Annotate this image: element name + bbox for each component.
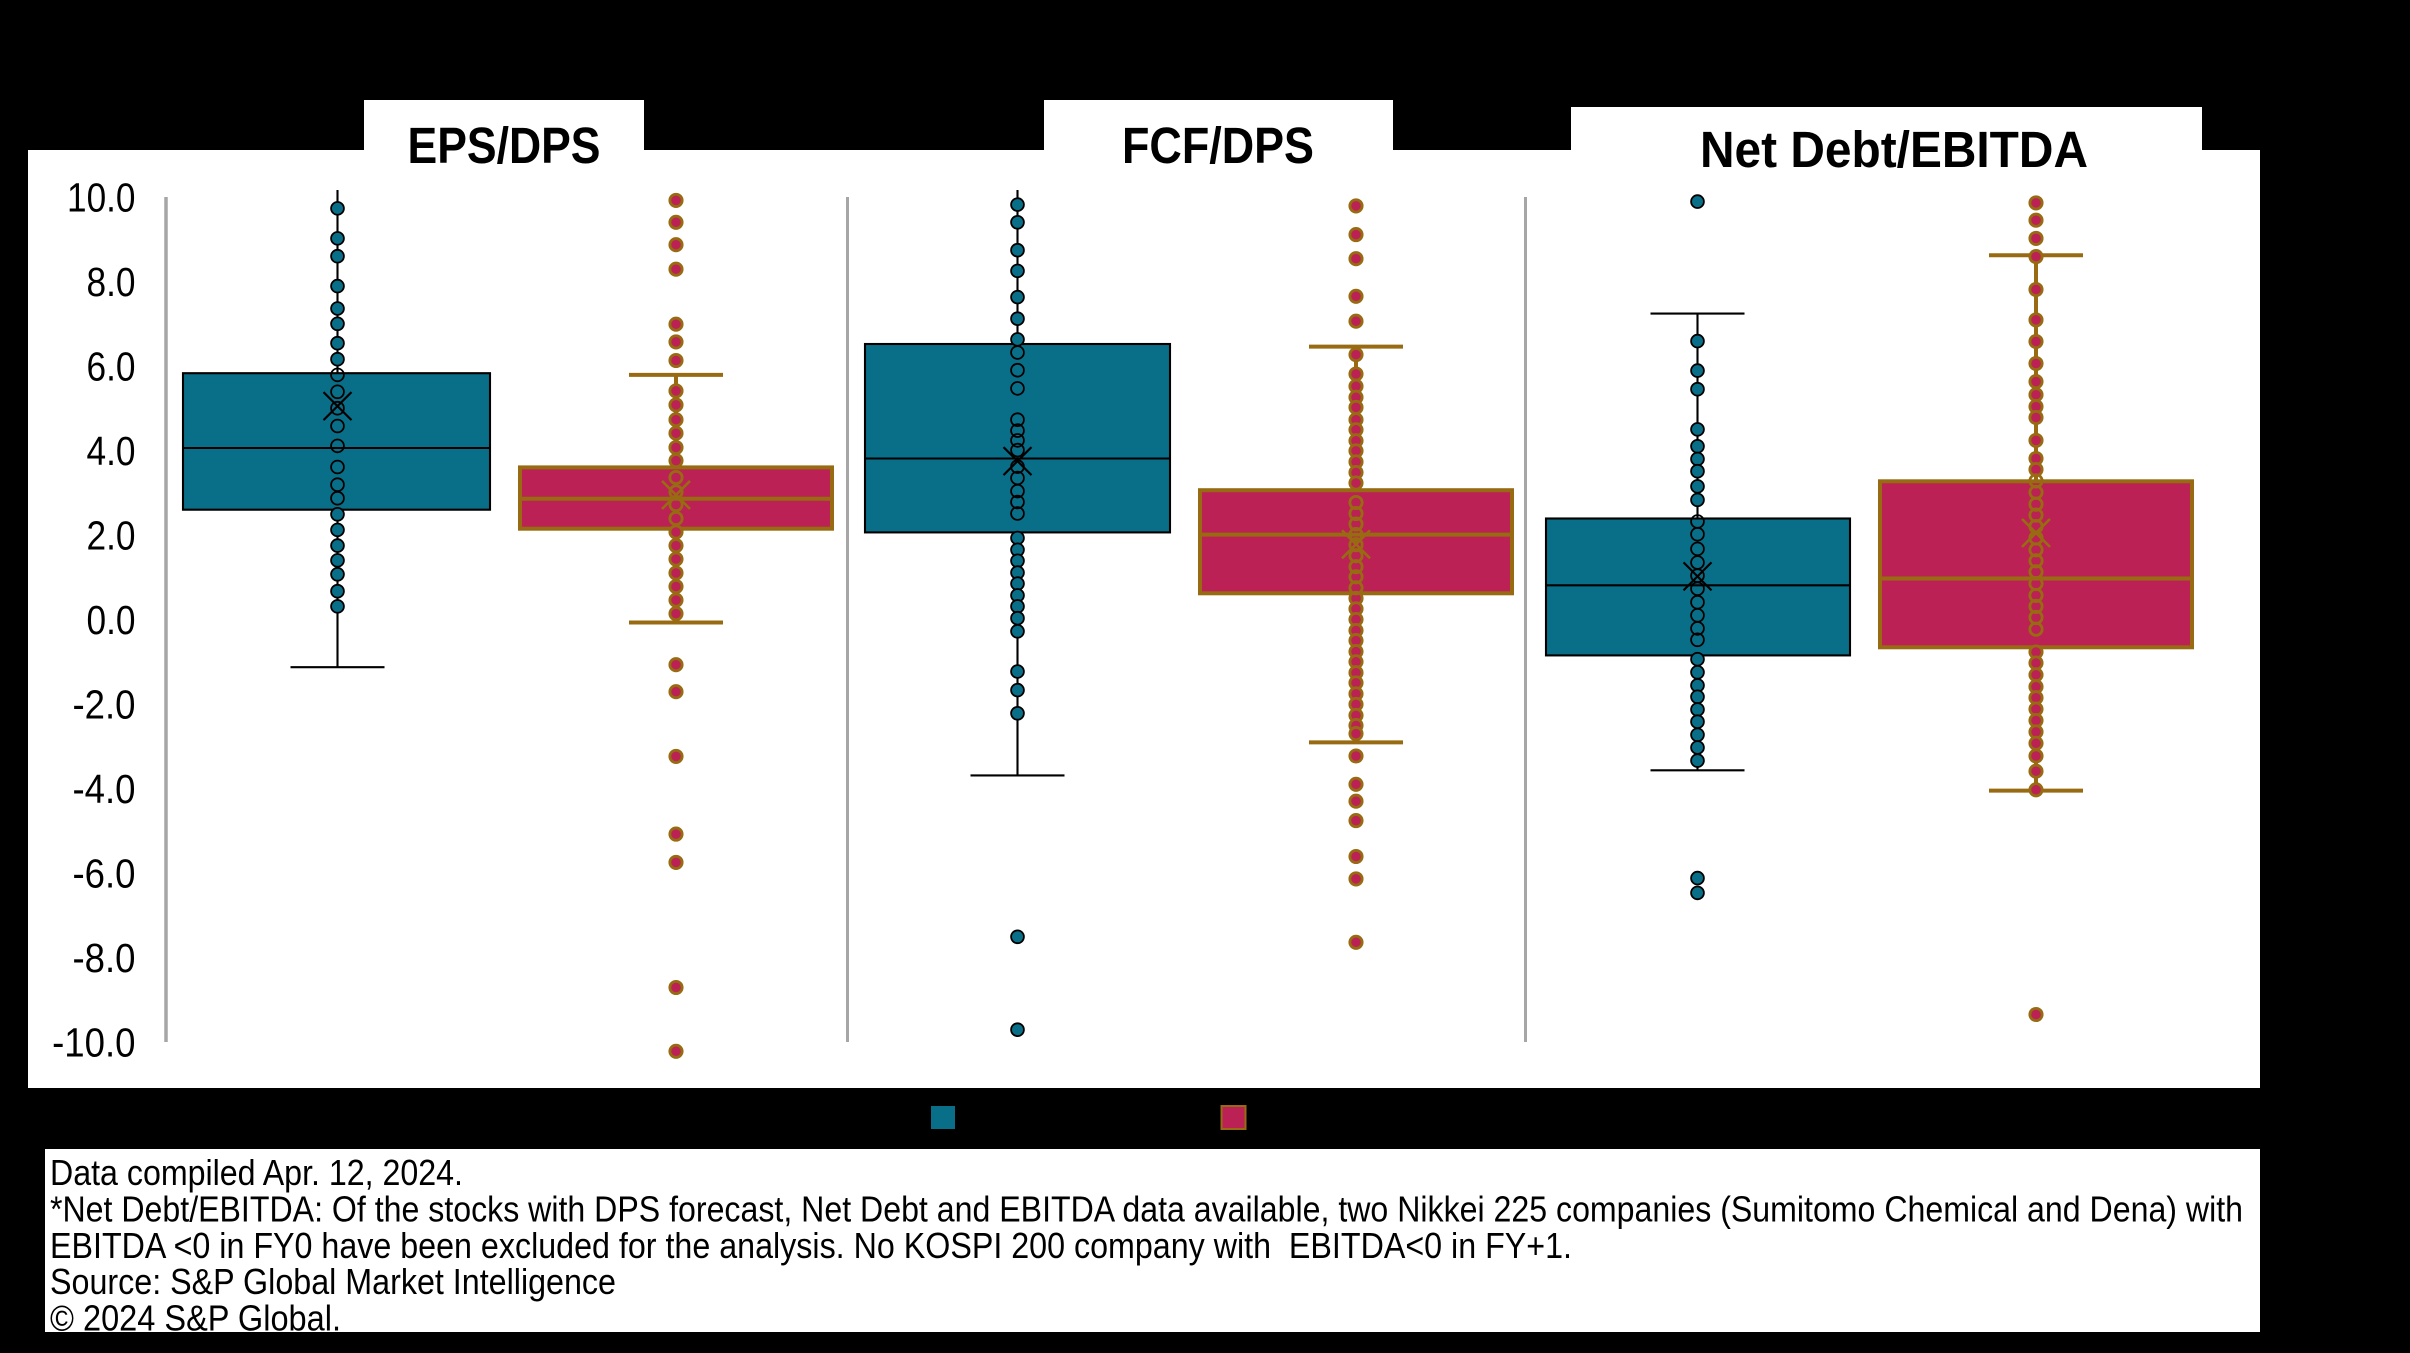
svg-text:10.0: 10.0 xyxy=(67,175,136,221)
svg-text:-4.0: -4.0 xyxy=(73,766,136,812)
svg-text:-6.0: -6.0 xyxy=(73,851,136,897)
svg-text:FCF/DPS: FCF/DPS xyxy=(1122,117,1314,174)
svg-text:8.0: 8.0 xyxy=(87,259,136,305)
svg-text:© 2024 S&P Global.: © 2024 S&P Global. xyxy=(50,1298,341,1339)
svg-text:2.0: 2.0 xyxy=(87,513,136,559)
svg-text:Net Debt/EBITDA: Net Debt/EBITDA xyxy=(1700,121,2088,178)
svg-text:Source: S&P Global Market Inte: Source: S&P Global Market Intelligence xyxy=(50,1261,616,1302)
svg-text:*Net Debt/EBITDA: Of the stock: *Net Debt/EBITDA: Of the stocks with DPS… xyxy=(50,1188,2243,1229)
svg-text:EPS/DPS: EPS/DPS xyxy=(408,117,601,174)
svg-text:-8.0: -8.0 xyxy=(73,935,136,981)
svg-text:4.0: 4.0 xyxy=(87,428,136,474)
svg-text:0.0: 0.0 xyxy=(87,597,136,643)
svg-text:-2.0: -2.0 xyxy=(73,682,136,728)
svg-text:Data compiled Apr. 12, 2024.: Data compiled Apr. 12, 2024. xyxy=(50,1152,463,1193)
svg-text:-10.0: -10.0 xyxy=(52,1020,135,1066)
svg-text:EBITDA <0 in FY0 have been exc: EBITDA <0 in FY0 have been excluded for … xyxy=(50,1225,1572,1266)
svg-text:6.0: 6.0 xyxy=(87,344,136,390)
